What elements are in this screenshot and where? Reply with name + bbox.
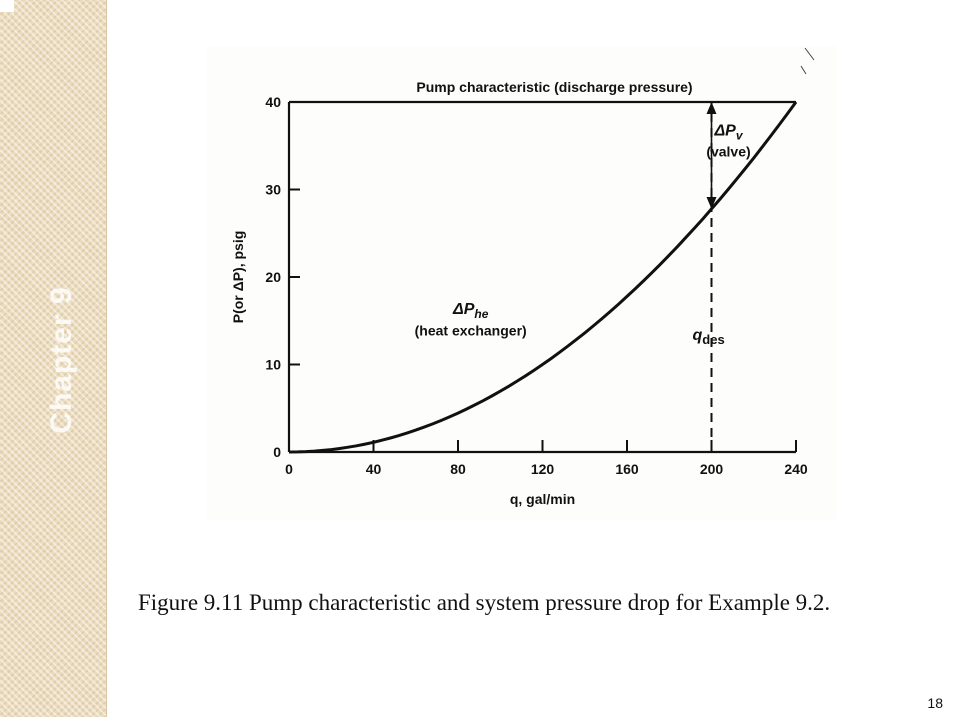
x-tick-label: 240 <box>784 461 808 477</box>
heat-exchanger-annotation-symbol: ΔPhe <box>452 301 489 321</box>
x-tick-label: 0 <box>285 461 293 477</box>
valve-annotation-text: (valve) <box>706 143 750 159</box>
q-des-symbol: q <box>693 327 703 344</box>
heat-exchanger-annotation-text: (heat exchanger) <box>415 323 527 339</box>
y-tick-label: 0 <box>273 444 281 460</box>
band-corner-notch <box>0 0 14 12</box>
y-tick-label: 40 <box>265 94 281 110</box>
x-tick-label: 120 <box>531 461 555 477</box>
he-delta-p: ΔP <box>452 301 475 318</box>
side-decorative-band <box>0 0 107 717</box>
valve-arrow-head-down <box>706 196 717 209</box>
y-axis-label: P(or ΔP), psig <box>230 231 246 324</box>
scan-mark <box>800 47 815 75</box>
y-tick-label: 30 <box>265 182 281 198</box>
figure-caption: Figure 9.11 Pump characteristic and syst… <box>138 590 831 615</box>
x-tick-label: 160 <box>615 461 639 477</box>
y-tick-label: 10 <box>265 357 281 373</box>
x-tick-label: 80 <box>450 461 466 477</box>
chapter-label: Chapter 9 <box>45 286 78 434</box>
pump-chart: 0 40 80 120 160 200 240 0 10 20 30 40 Pump charact… <box>207 46 837 520</box>
valve-arrow-head-up <box>706 102 717 114</box>
valve-delta-p: ΔP <box>713 122 736 139</box>
x-tick-label: 40 <box>366 461 382 477</box>
x-tick-label: 200 <box>700 461 724 477</box>
q-des-annotation: qdes <box>693 327 725 347</box>
page-number: 18 <box>927 695 943 711</box>
valve-subscript: v <box>736 128 744 142</box>
he-subscript: he <box>474 307 488 321</box>
y-tick-label: 20 <box>265 269 281 285</box>
figure-image: 0 40 80 120 160 200 240 0 10 20 30 40 Pump charact… <box>207 46 837 520</box>
chart-background <box>207 46 837 520</box>
valve-annotation-symbol: ΔPv <box>713 122 743 142</box>
x-axis-label: q, gal/min <box>510 491 575 507</box>
chart-title: Pump characteristic (discharge pressure) <box>416 79 692 95</box>
q-des-subscript: des <box>702 332 724 347</box>
